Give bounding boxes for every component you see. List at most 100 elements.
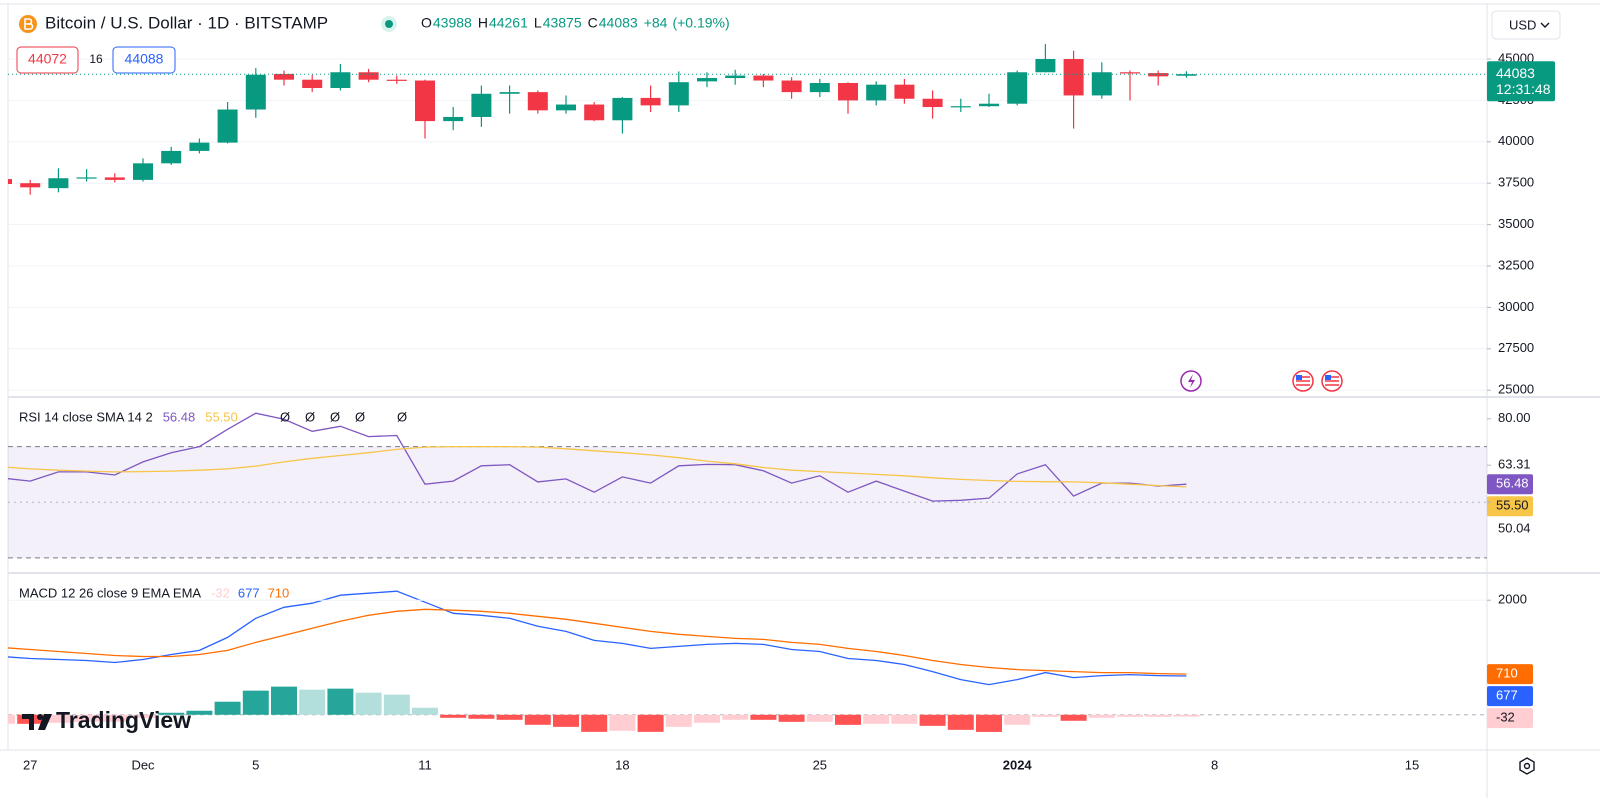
settings-icon[interactable] xyxy=(1519,757,1535,775)
ohlc-letter: O xyxy=(421,15,432,31)
candle-body xyxy=(894,84,915,99)
candle-body xyxy=(527,92,548,111)
y-tick-label: 27500 xyxy=(1498,340,1534,355)
logo-mark xyxy=(37,714,43,720)
candle-body xyxy=(584,104,605,121)
histogram-bar xyxy=(468,714,495,719)
y-tick-label: 30000 xyxy=(1498,299,1534,314)
y-tick-label: 25000 xyxy=(1498,382,1534,397)
candle-body xyxy=(1091,72,1112,96)
y-tick-label: 63.31 xyxy=(1498,457,1531,472)
histogram-bar xyxy=(383,694,410,715)
candle-body xyxy=(1063,59,1084,96)
price-box-label: 710 xyxy=(1496,666,1518,681)
logo-text: TradingView xyxy=(56,707,191,733)
dropdown-chevron xyxy=(1540,22,1550,28)
empty-value: Ø xyxy=(330,409,340,424)
market-status-dot xyxy=(385,20,393,28)
x-tick-label: 27 xyxy=(23,757,37,772)
candle-body xyxy=(358,72,379,80)
histogram-bar xyxy=(1145,714,1172,717)
histogram-bar xyxy=(496,714,523,720)
candle-body xyxy=(302,79,323,88)
flag-canton xyxy=(1325,375,1331,380)
pane xyxy=(8,44,1487,391)
candle-body xyxy=(76,177,97,179)
histogram-bar xyxy=(863,714,890,724)
price-box xyxy=(1487,664,1533,685)
empty-value: Ø xyxy=(355,409,365,424)
histogram-bar xyxy=(919,714,946,726)
plot-layer: 2500027500300003250035000375004000042500… xyxy=(8,13,1555,772)
candle-body xyxy=(950,106,971,108)
histogram-bar xyxy=(806,714,833,722)
y-tick-label: 35000 xyxy=(1498,216,1534,231)
candle-body xyxy=(866,84,887,101)
pane xyxy=(8,590,1487,732)
histogram-bar xyxy=(1088,714,1115,718)
candle-body xyxy=(979,103,999,107)
histogram-bar xyxy=(1032,714,1059,717)
candle-body xyxy=(20,183,41,188)
histogram-bar xyxy=(299,689,326,715)
bitcoin-glyph xyxy=(24,18,34,30)
change-value: +84 xyxy=(644,15,668,31)
ohlc-value: 43875 xyxy=(543,15,582,31)
candle-body xyxy=(922,98,943,108)
indicator-line xyxy=(8,590,1187,686)
histogram-bar xyxy=(8,714,15,724)
empty-value: Ø xyxy=(397,409,407,424)
indicator-line xyxy=(8,412,1187,502)
price-box-label: 677 xyxy=(1496,688,1518,703)
histogram-bar xyxy=(214,701,241,715)
candle-body xyxy=(415,80,435,122)
candle-body xyxy=(668,82,689,106)
buy-price[interactable]: 44088 xyxy=(125,51,164,67)
candle-body xyxy=(8,179,12,185)
sell-price[interactable]: 44072 xyxy=(28,51,67,67)
candle-body xyxy=(725,75,746,79)
indicator-title: MACD 12 26 close 9 EMA EMA xyxy=(19,585,201,600)
candle-body xyxy=(556,104,576,111)
currency-label[interactable]: USD xyxy=(1509,17,1536,32)
x-tick-label: 15 xyxy=(1405,757,1419,772)
candle-body xyxy=(189,142,210,151)
y-tick-label: 32500 xyxy=(1498,257,1534,272)
candle-body xyxy=(781,80,802,93)
countdown: 12:31:48 xyxy=(1496,81,1551,97)
candle-body xyxy=(104,177,125,180)
price-box xyxy=(1487,496,1533,517)
logo: TradingView xyxy=(22,707,191,733)
settings-button[interactable] xyxy=(1519,757,1535,775)
price-box xyxy=(1487,61,1555,102)
histogram-bar xyxy=(1117,714,1143,717)
buy-button[interactable] xyxy=(112,46,176,74)
histogram-bar xyxy=(242,690,269,715)
x-tick-label: Dec xyxy=(131,757,155,772)
candle-body xyxy=(245,74,266,110)
histogram-bar xyxy=(327,688,354,715)
price-box xyxy=(1487,474,1533,495)
ohlc-value: 43988 xyxy=(433,15,472,31)
pane xyxy=(8,412,1487,559)
x-tick-label: 8 xyxy=(1211,757,1218,772)
event-icons xyxy=(1180,370,1343,392)
empty-value: Ø xyxy=(305,409,315,424)
ohlc-value: 44261 xyxy=(489,15,528,31)
y-tick-label: 50.04 xyxy=(1498,521,1531,536)
candle-body xyxy=(443,116,464,122)
price-box xyxy=(1487,686,1533,707)
histogram-bar xyxy=(778,714,805,722)
histogram-bar xyxy=(412,707,438,715)
sell-button[interactable] xyxy=(16,46,79,74)
price-box xyxy=(1487,708,1533,729)
candle-body xyxy=(838,83,858,101)
histogram-bar xyxy=(440,714,467,718)
histogram-bar xyxy=(1004,714,1031,725)
currency-select[interactable] xyxy=(1491,10,1561,40)
histogram-bar xyxy=(1060,714,1087,721)
logo-mark xyxy=(22,714,34,730)
ohlc-value: 44083 xyxy=(599,15,638,31)
indicator-value: 710 xyxy=(268,585,290,600)
candle-body xyxy=(471,93,492,117)
